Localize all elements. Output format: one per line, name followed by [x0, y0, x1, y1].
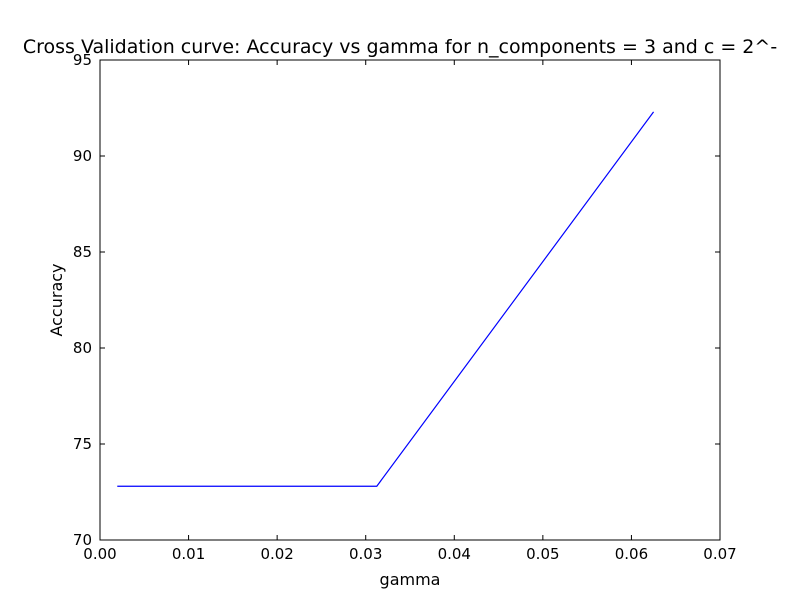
- y-tick-label: 80: [73, 339, 92, 357]
- y-tick-label: 90: [73, 147, 92, 165]
- x-tick-label: 0.06: [615, 545, 648, 563]
- x-tick-label: 0.04: [438, 545, 471, 563]
- plot-frame: [99, 59, 721, 541]
- x-axis: 0.00 0.01 0.02 0.03 0.04 0.05 0.06 0.07: [83, 60, 737, 563]
- x-tick-label: 0.00: [83, 545, 116, 563]
- x-axis-label: gamma: [380, 570, 441, 589]
- x-tick-label: 0.03: [349, 545, 382, 563]
- x-tick-label: 0.07: [703, 545, 736, 563]
- x-tick-label: 0.05: [526, 545, 559, 563]
- x-tick-label: 0.02: [260, 545, 293, 563]
- y-tick-label: 70: [73, 531, 92, 549]
- series-line: [117, 111, 655, 487]
- plot-area: 0.00 0.01 0.02 0.03 0.04 0.05 0.06 0.07 70 75 80 8…: [73, 51, 737, 563]
- y-axis-label: Accuracy: [47, 263, 66, 336]
- y-tick-label: 95: [73, 51, 92, 69]
- y-tick-label: 85: [73, 243, 92, 261]
- y-tick-label: 75: [73, 435, 92, 453]
- series-layer: [117, 111, 655, 487]
- y-axis: 70 75 80 85 90 95: [73, 51, 720, 549]
- x-tick-label: 0.01: [172, 545, 205, 563]
- chart-title: Cross Validation curve: Accuracy vs gamm…: [23, 36, 777, 58]
